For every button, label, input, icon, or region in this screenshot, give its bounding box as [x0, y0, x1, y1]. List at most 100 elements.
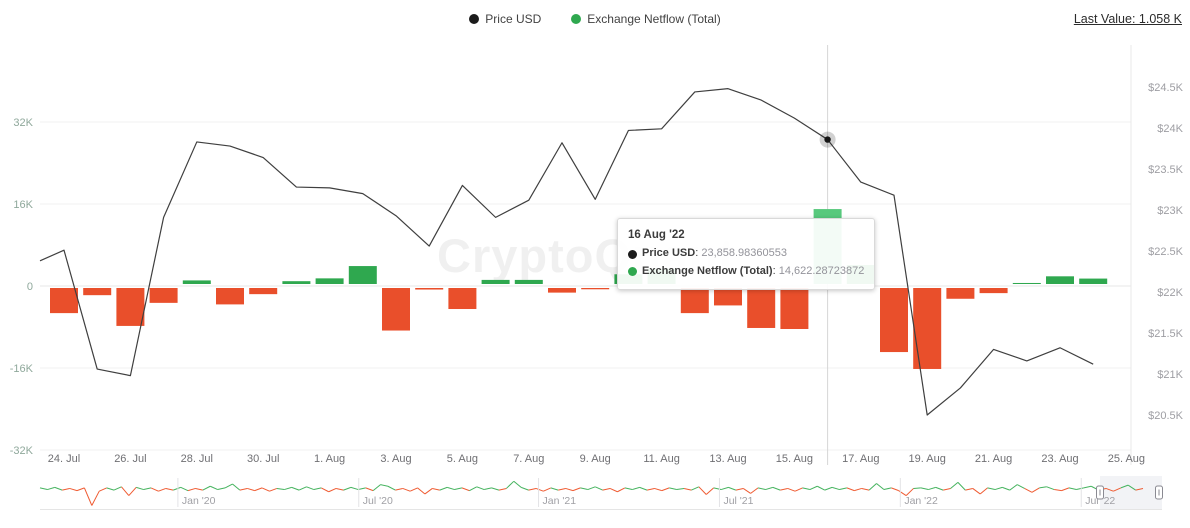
navigator-sparkline-segment	[943, 487, 951, 491]
navigator-sparkline-segment	[646, 487, 655, 491]
netflow-bar[interactable]	[348, 266, 377, 284]
exchange-netflow-dot-icon	[628, 267, 637, 277]
navigator-tick-label: Jul '22	[1085, 495, 1115, 507]
navigator-sparkline-segment	[454, 487, 463, 491]
exchange-netflow-legend-dot-icon	[571, 14, 582, 24]
navigator-sparkline-segment	[794, 487, 803, 492]
navigator-sparkline-segment	[469, 486, 477, 492]
hover-marker-dot	[824, 136, 831, 143]
navigator-sparkline-segment	[528, 487, 537, 491]
tooltip-price-value: 23,858.98360553	[701, 247, 787, 260]
navigator-sparkline-segment	[513, 480, 522, 488]
netflow-bar[interactable]	[581, 288, 610, 290]
x-axis-tick-label: 17. Aug	[842, 453, 879, 465]
navigator-sparkline-segment	[728, 486, 737, 491]
netflow-bar[interactable]	[481, 279, 510, 284]
netflow-bar[interactable]	[514, 279, 543, 284]
netflow-bar[interactable]	[83, 288, 112, 296]
netflow-bar[interactable]	[979, 288, 1008, 294]
price-usd-dot-icon	[628, 249, 637, 259]
legend-item-exchange-netflow[interactable]: Exchange Netflow (Total)	[571, 12, 721, 26]
legend-item-price-usd[interactable]: Price USD	[469, 12, 541, 26]
navigator-sparkline-segment	[624, 487, 633, 491]
netflow-bar[interactable]	[149, 288, 178, 303]
tooltip-netflow-label: Exchange Netflow (Total)	[642, 264, 773, 277]
navigator-sparkline-segment	[594, 486, 603, 491]
left-axis-tick-label: 16K	[13, 199, 33, 211]
navigator-sparkline-segment	[742, 488, 751, 494]
netflow-bar[interactable]	[249, 288, 278, 295]
right-axis-tick-label: $24K	[1157, 123, 1183, 135]
chart-legend: Price USD Exchange Netflow (Total)	[0, 8, 1190, 30]
navigator-sparkline-segment	[913, 487, 921, 489]
navigator-sparkline-segment	[54, 486, 63, 491]
price-line[interactable]	[39, 88, 1094, 416]
netflow-bar[interactable]	[680, 288, 709, 314]
navigator-sparkline-segment	[276, 487, 285, 491]
navigator-sparkline-segment	[957, 482, 966, 491]
navigator-sparkline-segment	[1009, 484, 1018, 491]
navigator-sparkline-segment	[173, 486, 181, 491]
navigator-sparkline-segment	[165, 487, 174, 491]
navigator-sparkline-segment	[202, 485, 211, 491]
netflow-bar[interactable]	[1079, 278, 1108, 284]
navigator-sparkline-segment	[417, 487, 426, 495]
netflow-bar[interactable]	[116, 288, 145, 326]
navigator-sparkline-segment	[128, 487, 137, 496]
navigator-sparkline-segment	[461, 487, 470, 492]
navigator-sparkline-segment	[1105, 487, 1114, 492]
navigator-sparkline-segment	[935, 486, 944, 491]
netflow-bar[interactable]	[1012, 282, 1041, 284]
x-axis-tick-label: 11. Aug	[643, 453, 680, 465]
netflow-bar[interactable]	[913, 288, 942, 369]
netflow-bar[interactable]	[415, 288, 444, 290]
navigator-sparkline-segment	[150, 487, 159, 492]
netflow-bar[interactable]	[382, 288, 410, 331]
netflow-bar[interactable]	[1046, 276, 1074, 284]
navigator-sparkline-segment	[121, 486, 130, 496]
right-axis-tick-label: $21K	[1157, 369, 1183, 381]
navigator-selection[interactable]	[1100, 476, 1162, 509]
navigator-sparkline-segment	[291, 486, 300, 491]
navigator-sparkline-segment	[772, 486, 781, 491]
netflow-bar[interactable]	[182, 280, 211, 284]
netflow-bar[interactable]	[548, 288, 576, 293]
navigator-sparkline-segment	[1039, 486, 1047, 489]
navigator-sparkline-segment	[254, 487, 263, 492]
navigator-sparkline-segment	[720, 486, 729, 491]
netflow-bar[interactable]	[946, 288, 975, 299]
netflow-bar[interactable]	[50, 288, 78, 314]
navigator-sparkline-segment	[580, 487, 588, 491]
navigator-sparkline-segment	[632, 486, 640, 491]
navigator-sparkline-segment	[787, 487, 796, 492]
navigator-sparkline-segment	[876, 483, 885, 490]
chart-tooltip: 16 Aug '22 Price USD: 23,858.98360553 Ex…	[617, 218, 876, 290]
netflow-bar[interactable]	[315, 278, 344, 284]
tooltip-row-netflow: Exchange Netflow (Total): 14,622.2872387…	[628, 263, 864, 281]
right-axis-tick-label: $22.5K	[1148, 246, 1184, 258]
netflow-bar[interactable]	[880, 288, 908, 353]
navigator-sparkline-segment	[232, 483, 241, 491]
last-value-link[interactable]: Last Value: 1.058 K	[1073, 12, 1182, 26]
navigator-sparkline-segment	[136, 486, 144, 491]
navigator-sparkline-segment	[617, 487, 626, 493]
navigator-sparkline-segment	[994, 486, 1003, 491]
navigator-sparkline-segment	[543, 487, 551, 492]
navigator-sparkline-segment	[1068, 487, 1077, 491]
navigator-sparkline-segment	[358, 487, 366, 491]
navigator-sparkline-segment	[439, 486, 448, 491]
netflow-bar[interactable]	[282, 281, 311, 284]
netflow-bar[interactable]	[747, 288, 776, 328]
netflow-bar[interactable]	[448, 288, 477, 310]
netflow-bar[interactable]	[714, 288, 742, 306]
navigator-sparkline-segment	[979, 487, 988, 495]
navigator-sparkline-segment	[1127, 484, 1136, 491]
navigator-sparkline-segment	[247, 487, 255, 492]
navigator-sparkline-segment	[928, 486, 936, 491]
x-axis-tick-label: 3. Aug	[380, 453, 411, 465]
navigator-sparkline-segment	[47, 486, 55, 491]
netflow-bar[interactable]	[780, 288, 809, 329]
netflow-bar[interactable]	[216, 288, 244, 305]
navigator-sparkline-segment	[498, 487, 507, 491]
